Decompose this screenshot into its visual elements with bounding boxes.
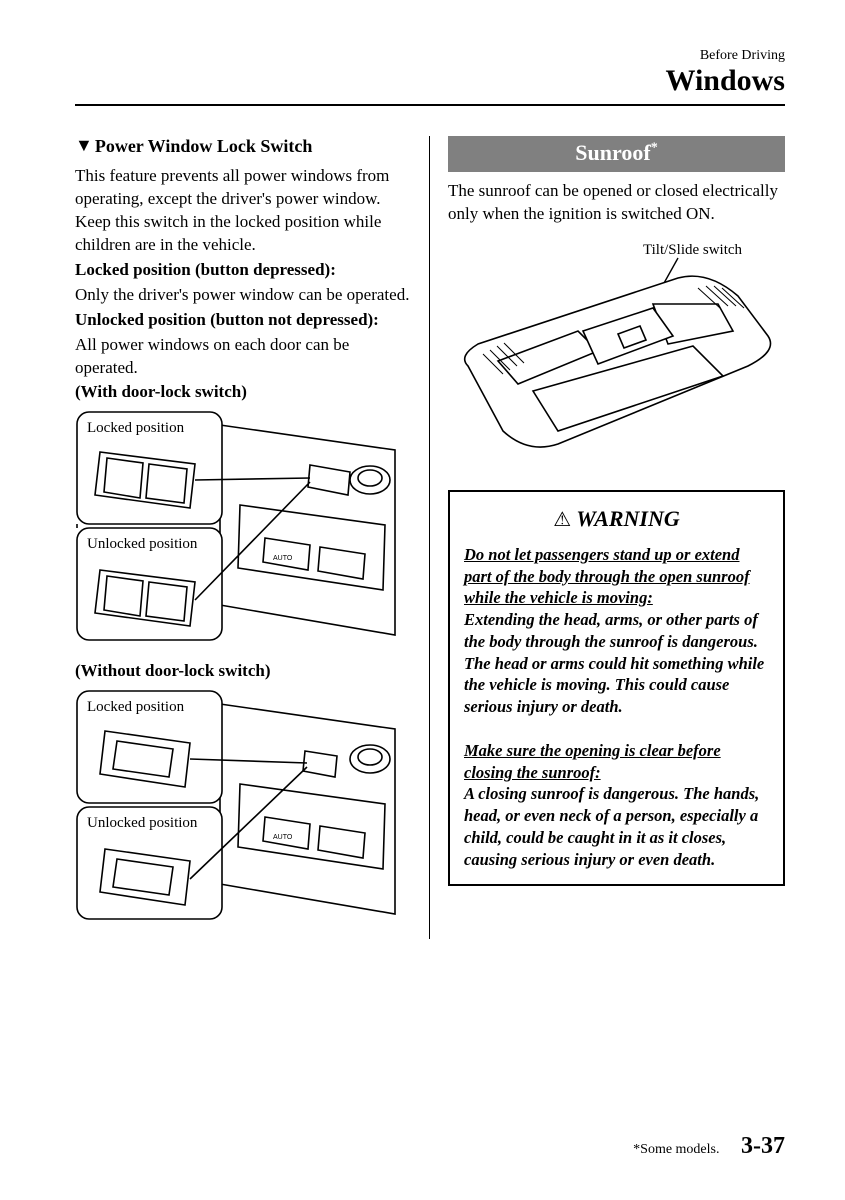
unlocked-pos-label-1: Unlocked position — [87, 536, 198, 552]
warning-body: Do not let passengers stand up or extend… — [464, 544, 769, 870]
section-title-box: Sunroof* — [448, 136, 785, 172]
svg-text:AUTO: AUTO — [273, 834, 293, 841]
warning-box: ⚠ WARNING Do not let passengers stand up… — [448, 490, 785, 886]
locked-text: Only the driver's power window can be op… — [75, 284, 411, 307]
overhead-console-svg: Tilt/Slide switch — [448, 236, 783, 466]
right-column: Sunroof* The sunroof can be opened or cl… — [430, 136, 785, 939]
page-footer: *Some models. 3-37 — [633, 1133, 785, 1160]
locked-pos-label-1: Locked position — [87, 420, 185, 436]
door-panel-diagram-1: AUTO Locked position Unlocked position — [75, 410, 405, 650]
warning-1-heading: Do not let passengers stand up or extend… — [464, 545, 750, 608]
warning-1-body: Extending the head, arms, or other parts… — [464, 609, 769, 718]
warning-title: ⚠ WARNING — [464, 506, 769, 532]
triangle-bullet-icon: ▼ — [75, 135, 93, 156]
locked-label: Locked position (button depressed): — [75, 259, 411, 282]
warning-2-heading: Make sure the opening is clear before cl… — [464, 741, 721, 782]
without-switch-label: (Without door-lock switch) — [75, 660, 411, 683]
footnote: *Some models. — [633, 1142, 719, 1157]
subheading: ▼Power Window Lock Switch — [75, 136, 411, 157]
diagram-without-doorlock: AUTO Locked position Unlocked position — [75, 689, 411, 929]
sunroof-intro: The sunroof can be opened or closed elec… — [448, 180, 785, 226]
warning-2-body: A closing sunroof is dangerous. The hand… — [464, 783, 769, 870]
door-panel-diagram-2: AUTO Locked position Unlocked position — [75, 689, 405, 929]
warning-title-text: WARNING — [576, 506, 680, 531]
content-columns: ▼Power Window Lock Switch This feature p… — [75, 136, 785, 939]
page-header: Before Driving Windows — [75, 48, 785, 106]
svg-text:AUTO: AUTO — [273, 555, 293, 562]
warning-triangle-icon: ⚠ — [553, 509, 571, 531]
diagram-with-doorlock: AUTO Locked position Unlocked position — [75, 410, 411, 650]
unlocked-label: Unlocked position (button not depressed)… — [75, 309, 411, 332]
subheading-text: Power Window Lock Switch — [95, 136, 313, 156]
unlocked-text: All power windows on each door can be op… — [75, 334, 411, 380]
unlocked-pos-label-2: Unlocked position — [87, 815, 198, 831]
left-column: ▼Power Window Lock Switch This feature p… — [75, 136, 430, 939]
asterisk: * — [651, 141, 658, 156]
intro-paragraph: This feature prevents all power windows … — [75, 165, 411, 257]
page-number: 3-37 — [741, 1133, 785, 1159]
with-switch-label: (With door-lock switch) — [75, 381, 411, 404]
overhead-console-diagram: Tilt/Slide switch — [448, 236, 785, 466]
page-title: Windows — [75, 64, 785, 98]
section-title-text: Sunroof — [575, 140, 650, 165]
section-label: Before Driving — [75, 48, 785, 64]
tilt-slide-label: Tilt/Slide switch — [643, 242, 743, 258]
locked-pos-label-2: Locked position — [87, 699, 185, 715]
